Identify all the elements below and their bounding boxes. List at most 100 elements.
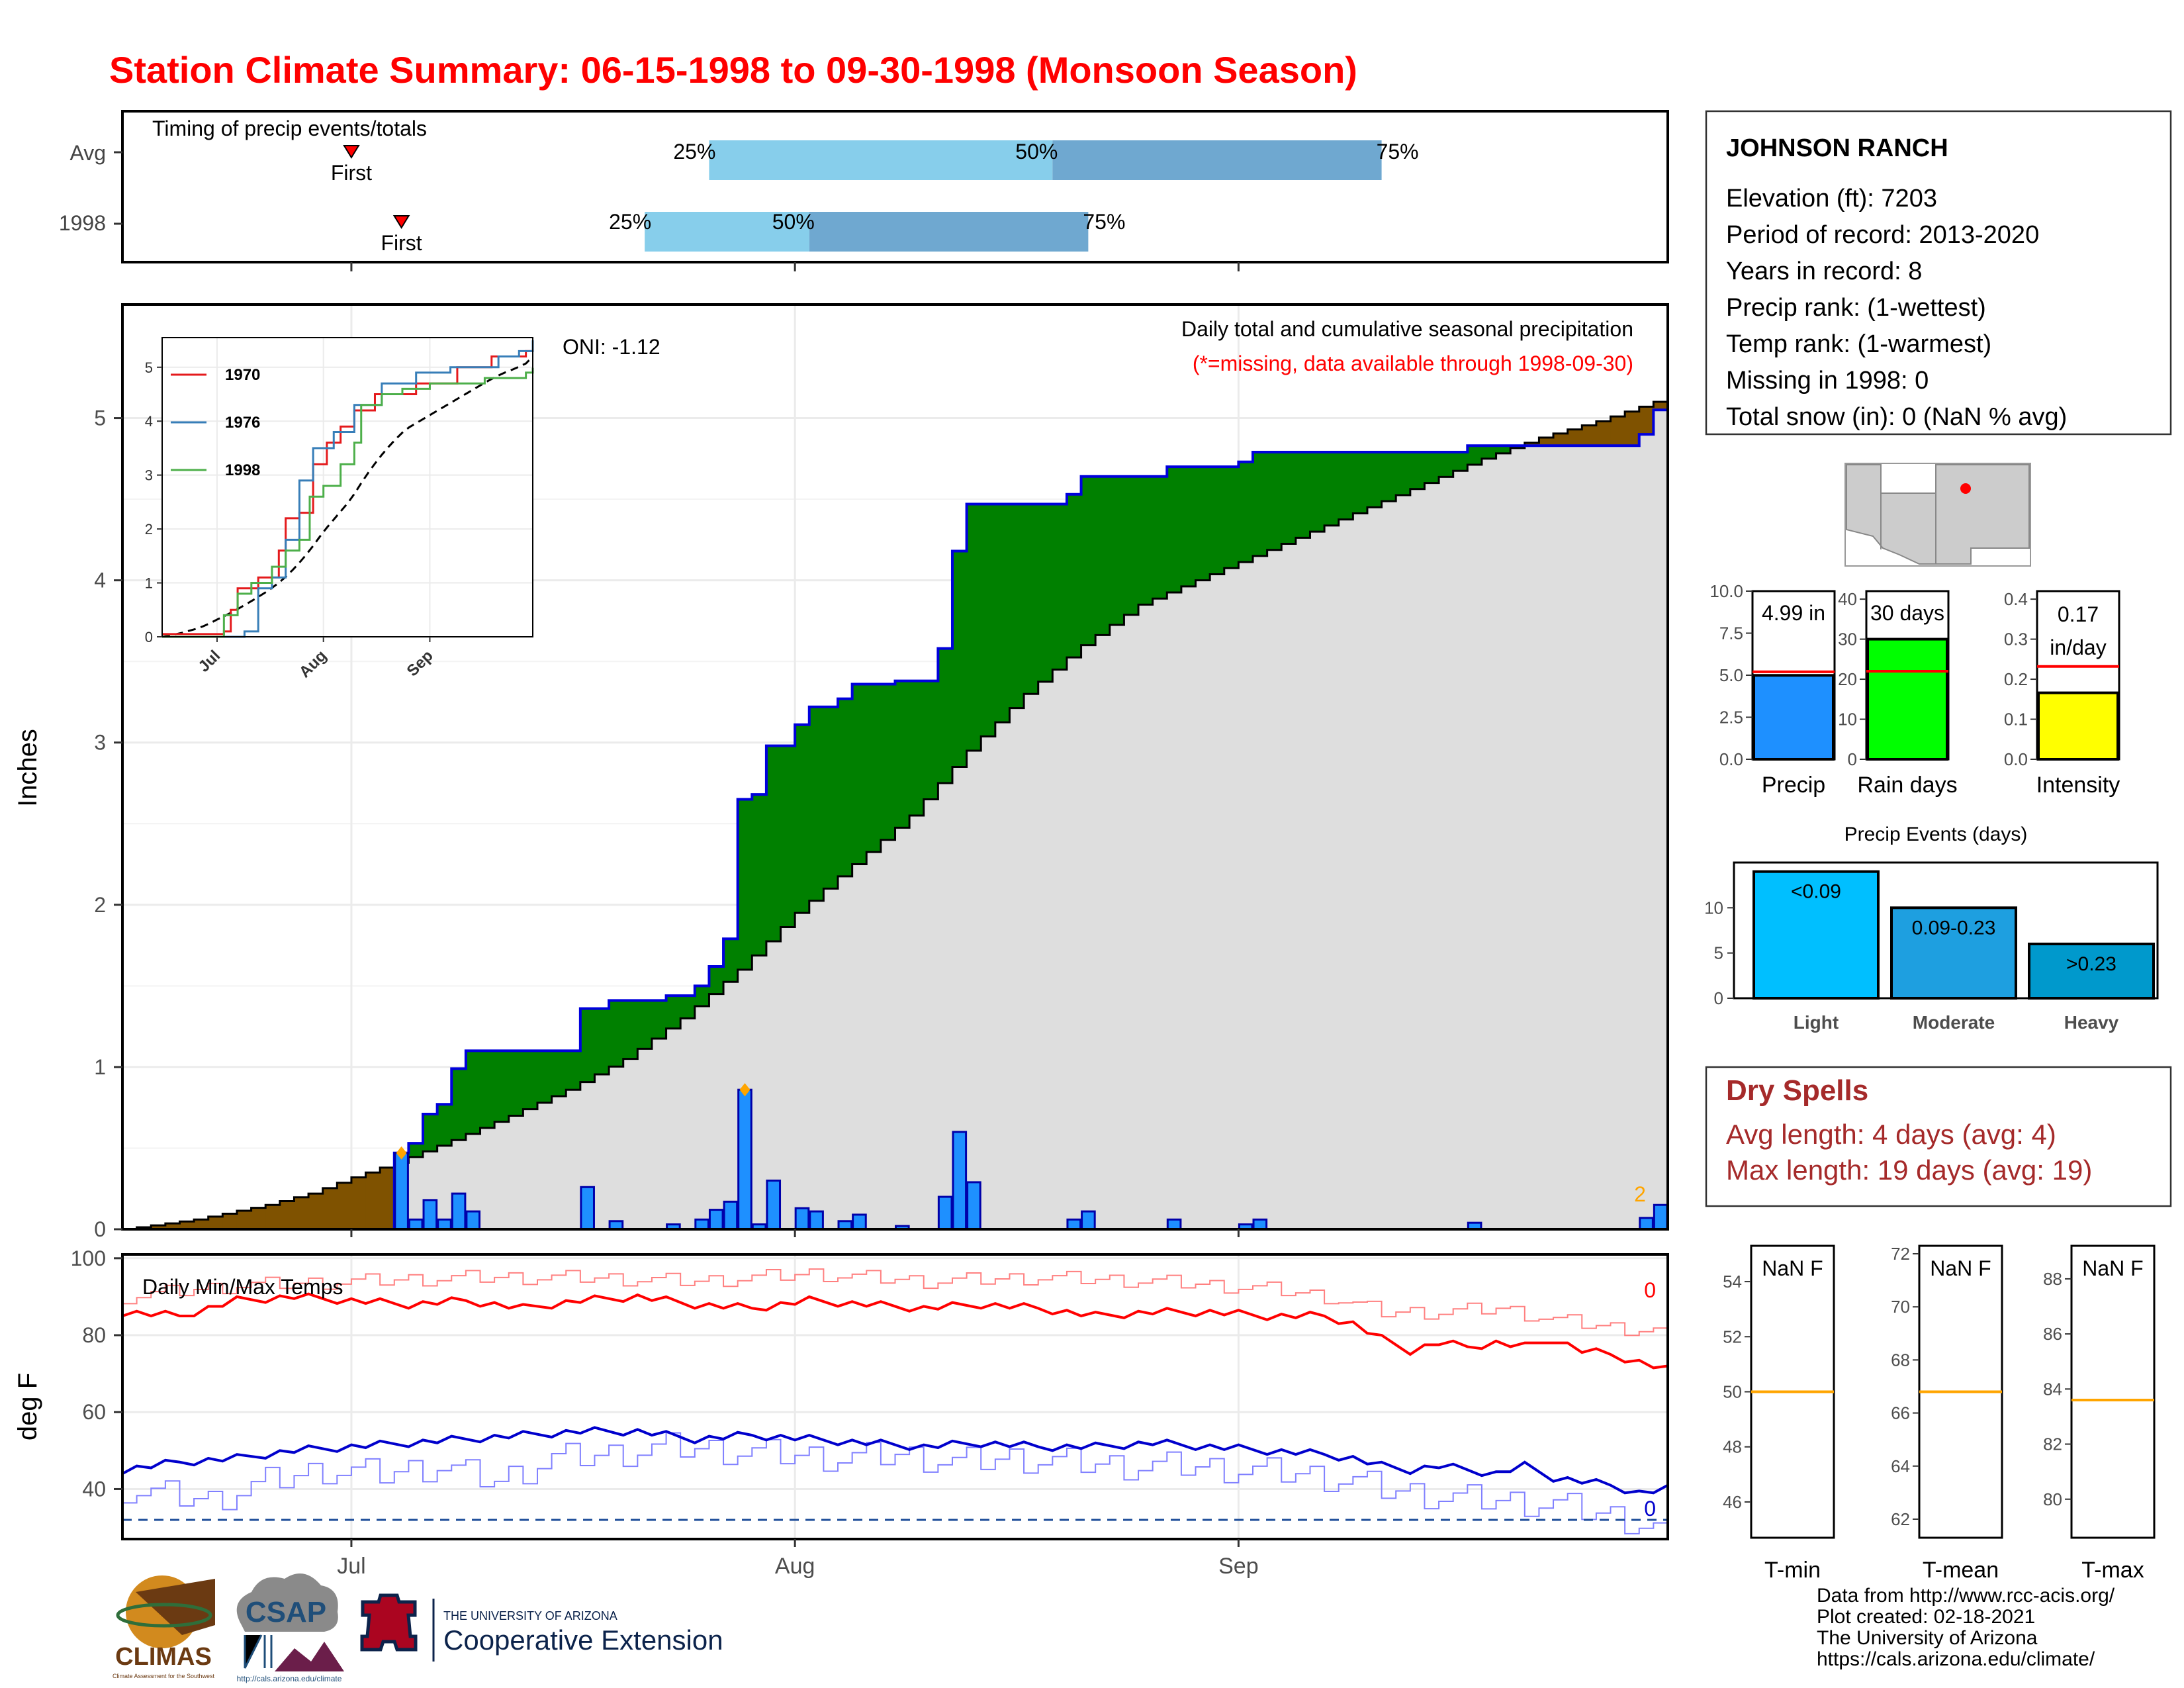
dry-spells-box: Dry Spells Avg length: 4 days (avg: 4) M… (1705, 1066, 2172, 1207)
inset-frame (161, 337, 533, 637)
tsummary-t-min-value-label: NaN F (1762, 1256, 1823, 1280)
inset-legend-label-1998: 1998 (225, 461, 260, 479)
observed-cumulative-line (122, 408, 1668, 1231)
summary-rain-days-ytick-label: 20 (1838, 669, 1857, 689)
precip-marker-diamond (739, 1083, 751, 1097)
below-average-fill (151, 1225, 166, 1229)
locator-map (1844, 463, 2031, 567)
above-average-fill (737, 799, 752, 970)
above-average-fill (1181, 467, 1197, 586)
above-average-fill (838, 698, 853, 876)
daily-precip-bar (437, 1218, 452, 1231)
timing-1998-first-label: First (381, 231, 422, 255)
summary-rain-days-title: Rain days (1857, 773, 1957, 798)
above-average-fill (1295, 452, 1311, 538)
above-average-fill (880, 684, 896, 840)
above-average-fill (780, 745, 796, 927)
above-average-fill (1410, 452, 1426, 489)
timing-avg-first-marker (343, 145, 360, 159)
precip-ytick-label: 4 (94, 569, 106, 592)
daily-precip-bar (422, 1199, 438, 1231)
above-average-fill (523, 1051, 538, 1109)
tsummary-t-mean-ytick-label: 72 (1891, 1244, 1910, 1264)
temp-ytick-label: 60 (82, 1400, 106, 1424)
timing-frame (121, 110, 1669, 263)
above-average-fill (1281, 452, 1297, 544)
station-snow: Total snow (in): 0 (NaN % avg) (1726, 403, 2067, 431)
tsummary-t-mean-ytick-label: 64 (1891, 1456, 1910, 1476)
below-average-fill (251, 1207, 266, 1229)
inset-ytick-label: 5 (145, 359, 153, 376)
daily-precip-bar (852, 1213, 867, 1231)
tsummary-t-max-value-label: NaN F (2082, 1256, 2143, 1280)
above-average-fill (1066, 494, 1082, 658)
above-average-fill (1396, 452, 1411, 495)
above-average-fill (952, 551, 968, 767)
below-average-fill (365, 1172, 381, 1229)
daily-precip-bar (394, 1152, 409, 1231)
summary-rain-days-ytick-label: 30 (1838, 630, 1857, 649)
events-ytick-label: 5 (1714, 943, 1723, 963)
station-temp-rank: Temp rank: (1-warmest) (1726, 330, 1991, 358)
timing-1998-first-marker (392, 215, 410, 229)
precip-ytick-label: 1 (94, 1055, 106, 1079)
above-average-fill (981, 504, 996, 737)
precip-ylabel: Inches (13, 729, 42, 807)
below-average-fill (380, 1167, 395, 1229)
daily-precip-bar (1639, 1217, 1654, 1231)
above-average-fill (1052, 504, 1068, 670)
tmin-1998-line (122, 1426, 1668, 1495)
temp-ytick-label: 80 (82, 1323, 106, 1347)
credit-created: Plot created: 02-18-2021 (1817, 1606, 2035, 1628)
tsummary-t-mean-ytick-label: 66 (1891, 1403, 1910, 1423)
daily-precip-bar (1081, 1210, 1096, 1231)
above-average-fill (623, 1000, 638, 1059)
events-bar-label-moderate: 0.09-0.23 (1912, 917, 1996, 939)
summary-rain-days-ytick-label: 40 (1838, 589, 1857, 609)
above-average-fill (1253, 452, 1268, 556)
above-average-fill (1467, 445, 1482, 465)
above-average-fill (923, 680, 938, 800)
tmin-reference-line (122, 1432, 1668, 1534)
timing-avg-first-label: First (331, 161, 372, 185)
tsummary-t-max-frame (2070, 1244, 2156, 1539)
daily-precip-bar (708, 1209, 724, 1231)
above-average-fill (566, 1051, 581, 1090)
below-average-fill (308, 1194, 324, 1229)
avg-cumulative-area (122, 402, 1668, 1229)
precip-panel: Inches 0 1 2 3 4 5 Daily total and cumulative … (13, 303, 1669, 1241)
tsummary-t-mean-ytick-label: 62 (1891, 1509, 1910, 1529)
above-average-fill (1138, 476, 1154, 605)
above-average-fill (594, 1008, 610, 1074)
precip-events-panel: Precip Events (days) <0.09 Light 0.09-0.23… (1704, 823, 2159, 1033)
inset-ytick-label: 3 (145, 467, 153, 484)
above-average-fill (680, 996, 696, 1019)
station-elevation: Elevation (ft): 7203 (1726, 185, 1937, 212)
daily-precip-bar (966, 1181, 981, 1231)
inset-ytick-label: 2 (145, 521, 153, 538)
tsummary-t-min-ytick-label: 46 (1723, 1492, 1742, 1512)
above-average-fill (1224, 467, 1239, 569)
daily-precip-bar (794, 1207, 810, 1231)
tsummary-t-mean-title: T-mean (1923, 1558, 1999, 1583)
station-years: Years in record: 8 (1726, 258, 1922, 285)
below-average-fill (322, 1188, 338, 1229)
events-bar-label-light: <0.09 (1791, 881, 1841, 903)
events-bar-heavy (2028, 943, 2155, 1000)
ua-extension-text: Cooperative Extension (443, 1624, 723, 1656)
timing-1998-q50-q75-bar (809, 212, 1089, 252)
daily-precip-bar (809, 1210, 824, 1231)
summary-intensity-value-label: in/day (2050, 635, 2106, 659)
tsummary-t-mean-value-label: NaN F (1930, 1256, 1991, 1280)
below-average-fill (1639, 406, 1654, 435)
above-average-fill (866, 684, 882, 853)
summary-intensity-ytick-label: 0.3 (2004, 630, 2028, 649)
daily-precip-bar (737, 1088, 752, 1231)
precip-ytick-label: 0 (94, 1217, 106, 1241)
above-average-fill (609, 1000, 624, 1067)
tsummary-t-max-title: T-max (2081, 1558, 2144, 1583)
summary-intensity-ytick-label: 0.2 (2004, 669, 2028, 689)
tsummary-t-min-ytick-label: 50 (1723, 1382, 1742, 1402)
tsummary-t-max-ytick-label: 80 (2043, 1489, 2062, 1509)
